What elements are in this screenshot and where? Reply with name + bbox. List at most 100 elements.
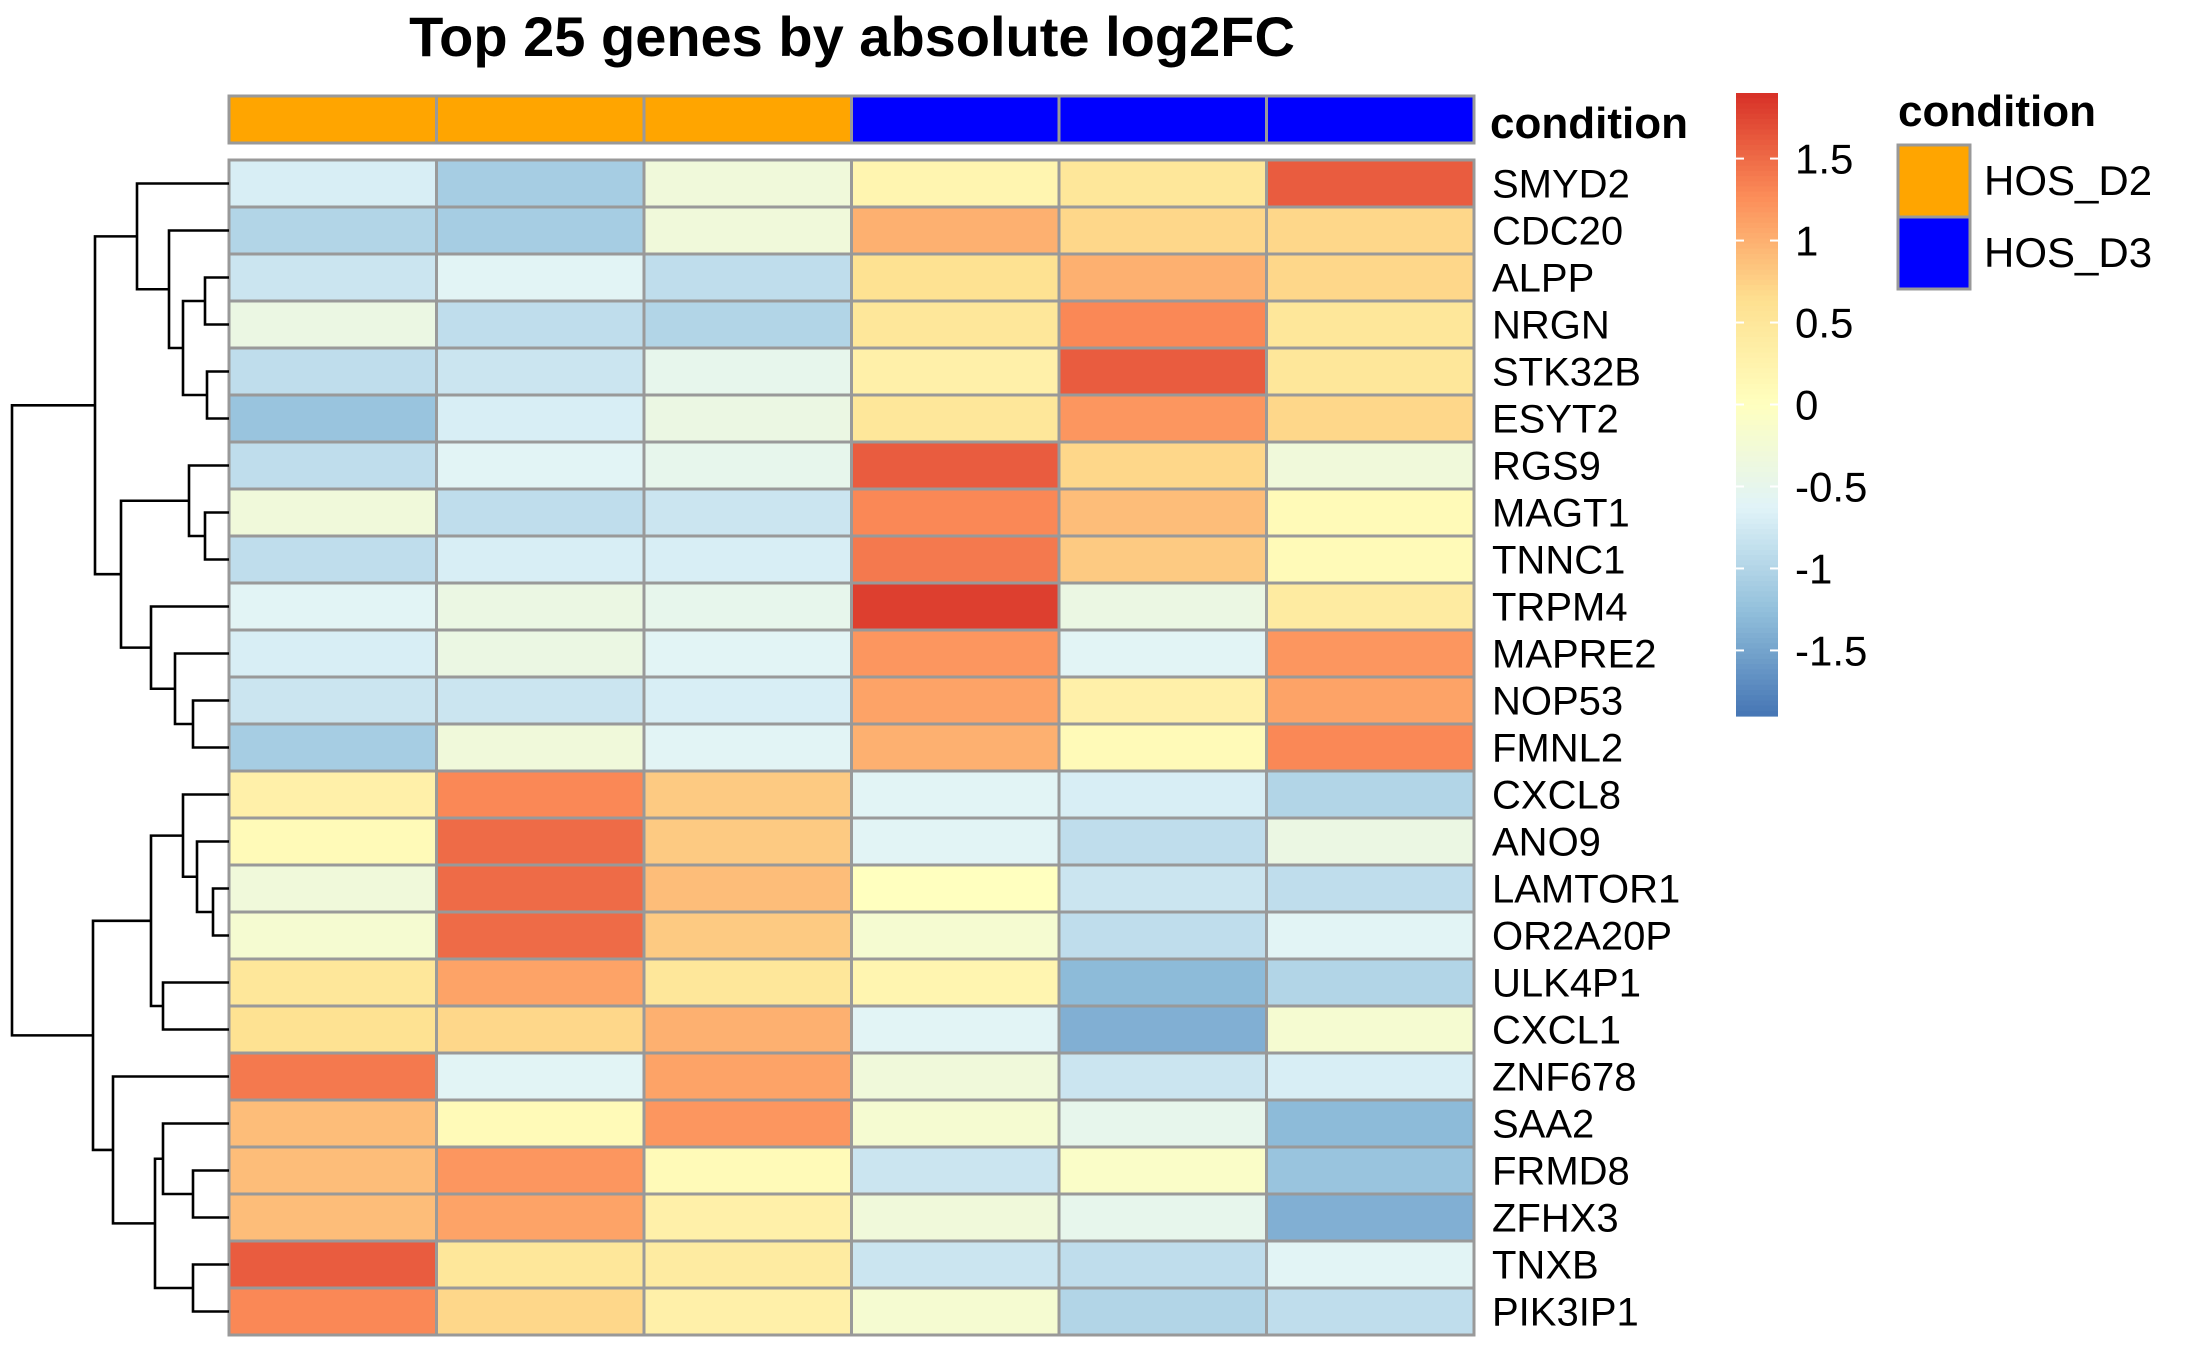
gene-label: NRGN	[1492, 304, 1610, 348]
heatmap-cell	[1057, 675, 1268, 726]
color-scale-segment	[1736, 435, 1778, 442]
color-scale-segment	[1736, 471, 1778, 478]
heatmap-cell	[850, 346, 1061, 397]
color-scale-segment	[1736, 337, 1778, 343]
color-scale-segment	[1736, 638, 1778, 644]
heatmap-cell	[435, 910, 646, 961]
color-scale-segment	[1736, 129, 1778, 136]
color-scale-segment	[1736, 690, 1778, 696]
heatmap-cell	[1265, 487, 1476, 538]
color-scale-tick-label: 1	[1795, 218, 1818, 265]
color-scale-segment	[1736, 300, 1778, 307]
heatmap-cell	[642, 299, 853, 350]
heatmap-cell	[850, 769, 1061, 820]
color-scale-segment	[1736, 93, 1778, 99]
color-scale-segment	[1736, 555, 1778, 561]
color-scale-segment	[1736, 612, 1778, 618]
gene-label: CXCL1	[1492, 1009, 1621, 1053]
color-scale-segment	[1736, 373, 1778, 380]
annotation-cell	[1265, 94, 1476, 145]
color-scale-tick-label: 0	[1795, 382, 1818, 429]
color-scale-segment	[1736, 150, 1778, 156]
heatmap-cell	[642, 534, 853, 585]
heatmap-cell	[435, 252, 646, 303]
dendrogram-branch	[205, 370, 229, 420]
heatmap-cell	[1265, 158, 1476, 209]
heatmap-cell	[1057, 487, 1268, 538]
color-scale-segment	[1736, 103, 1778, 110]
heatmap-cell	[1265, 722, 1476, 773]
heatmap-cells	[227, 158, 1476, 1337]
heatmap-cell	[227, 440, 438, 491]
heatmap-cell	[642, 675, 853, 726]
color-scale-segment	[1736, 394, 1778, 400]
heatmap-cell	[227, 816, 438, 867]
row-dendrogram	[10, 182, 229, 1313]
heatmap-cell	[850, 299, 1061, 350]
color-scale-segment	[1736, 290, 1778, 297]
gene-label: CXCL8	[1492, 774, 1621, 818]
heatmap-cell	[850, 675, 1061, 726]
color-scale-segment	[1736, 523, 1778, 530]
color-scale-segment	[1736, 664, 1778, 670]
color-scale-segment	[1736, 622, 1778, 629]
heatmap-cell	[1265, 393, 1476, 444]
heatmap-cell	[642, 910, 853, 961]
color-scale-tick-label: -1.5	[1795, 627, 1867, 674]
color-scale-segment	[1736, 529, 1778, 535]
heatmap-cell	[1265, 581, 1476, 632]
color-scale-segment	[1736, 539, 1778, 546]
color-scale-segment	[1736, 497, 1778, 504]
color-scale-segment	[1736, 503, 1778, 509]
annotation-legend: HOS_D2 HOS_D3	[1896, 143, 2152, 291]
heatmap-cell	[227, 910, 438, 961]
gene-label: CDC20	[1492, 210, 1623, 254]
color-scale-segment	[1736, 461, 1778, 468]
color-scale-segment	[1736, 549, 1778, 556]
color-scale-segment	[1736, 212, 1778, 219]
heatmap-cell	[227, 346, 438, 397]
heatmap-cell	[642, 1239, 853, 1290]
heatmap-cell	[1057, 252, 1268, 303]
heatmap-cell	[227, 252, 438, 303]
dendrogram-branch	[173, 652, 229, 726]
color-scale-segment	[1736, 176, 1778, 182]
gene-label: FMNL2	[1492, 727, 1623, 771]
dendrogram-branch	[167, 229, 229, 350]
color-scale-segment	[1736, 316, 1778, 323]
color-scale-segment	[1736, 233, 1778, 239]
heatmap-cell	[227, 1098, 438, 1149]
heatmap-cell	[1057, 440, 1268, 491]
heatmap-cell	[1265, 957, 1476, 1008]
dendrogram-branch	[191, 1169, 229, 1219]
heatmap-cell	[642, 1098, 853, 1149]
heatmap-cell	[642, 1051, 853, 1102]
color-scale-segment	[1736, 518, 1778, 525]
heatmap-cell	[1057, 158, 1268, 209]
heatmap-cell	[1057, 346, 1268, 397]
color-scale-segment	[1736, 414, 1778, 421]
color-scale-segment	[1736, 643, 1778, 650]
gene-labels: SMYD2CDC20ALPPNRGNSTK32BESYT2RGS9MAGT1TN…	[1492, 163, 1680, 1335]
color-scale-segment	[1736, 653, 1778, 660]
heatmap-cell	[1265, 628, 1476, 679]
heatmap-cell	[227, 769, 438, 820]
heatmap-cell	[227, 628, 438, 679]
color-scale-segment	[1736, 700, 1778, 707]
color-scale-segment	[1736, 295, 1778, 302]
heatmap-cell	[642, 158, 853, 209]
color-scale-segment	[1736, 684, 1778, 691]
heatmap-cell	[642, 1286, 853, 1337]
legend-swatch	[1896, 143, 1972, 219]
color-scale-segment	[1736, 679, 1778, 686]
heatmap-cell	[1057, 1239, 1268, 1290]
heatmap-cell	[642, 252, 853, 303]
color-scale-segment	[1736, 113, 1778, 120]
dendrogram-branch	[153, 1157, 193, 1290]
heatmap-cell	[1265, 769, 1476, 820]
dendrogram-branch	[187, 464, 229, 538]
heatmap-cell	[642, 722, 853, 773]
heatmap-cell	[1265, 1098, 1476, 1149]
color-scale-segment	[1736, 191, 1778, 198]
